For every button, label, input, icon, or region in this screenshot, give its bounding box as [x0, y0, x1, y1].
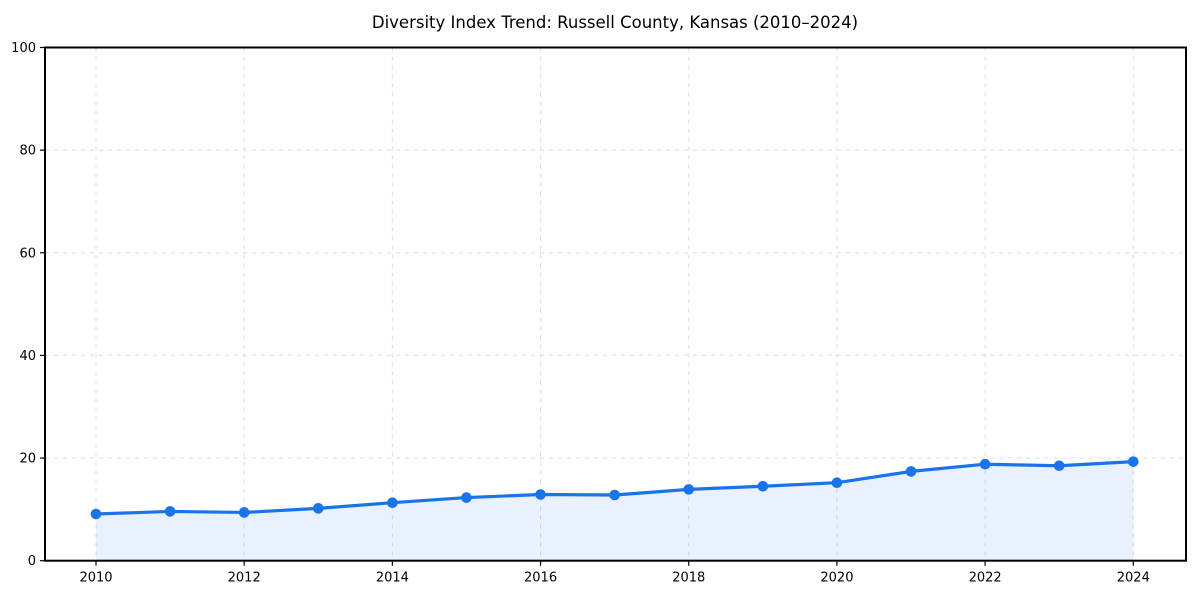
data-point-marker [312, 503, 324, 514]
x-tick-label: 2012 [228, 571, 261, 586]
data-point-marker [387, 497, 398, 509]
area-under-line [96, 461, 1134, 561]
data-point-marker [905, 466, 917, 477]
y-tick-label: 80 [19, 144, 36, 159]
y-tick-label: 40 [19, 349, 36, 364]
x-tick-label: 2022 [969, 571, 1002, 586]
y-tick-label: 0 [28, 554, 36, 569]
area-fill [96, 461, 1134, 561]
data-point-marker [238, 507, 250, 518]
axis-tick-labels: 0 20 40 60 80 100 2010 2012 2014 2016 2018 2020 2022… [11, 41, 1150, 586]
data-point-marker [1053, 460, 1065, 472]
data-point-marker [757, 480, 769, 492]
x-tick-label: 2018 [672, 571, 705, 586]
data-point-marker [683, 484, 695, 495]
data-point-marker [535, 489, 546, 500]
data-point-marker [1128, 456, 1139, 467]
chart-title: Diversity Index Trend: Russell County, K… [372, 13, 858, 32]
axes-spines [44, 46, 1187, 562]
data-point-marker [831, 477, 843, 488]
data-points [90, 456, 1139, 520]
data-point-marker [979, 458, 991, 470]
x-tick-label: 2014 [376, 571, 409, 586]
data-point-marker [90, 508, 102, 520]
data-point-marker [461, 492, 472, 503]
x-tick-label: 2024 [1117, 571, 1150, 586]
data-point-marker [609, 489, 620, 501]
x-tick-label: 2020 [820, 571, 853, 586]
x-tick-label: 2010 [79, 571, 112, 586]
axis-ticks [40, 46, 1134, 566]
plot-border [44, 46, 1187, 562]
data-point-marker [164, 506, 176, 517]
gridlines [45, 47, 1186, 561]
y-tick-label: 100 [11, 41, 36, 56]
y-tick-label: 20 [19, 452, 36, 467]
y-tick-label: 60 [19, 246, 36, 261]
x-tick-label: 2016 [524, 571, 557, 586]
